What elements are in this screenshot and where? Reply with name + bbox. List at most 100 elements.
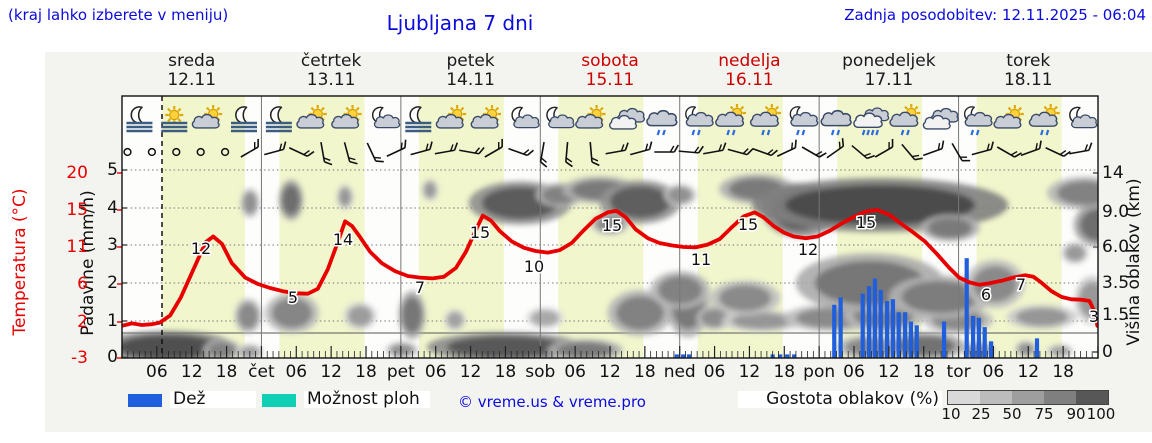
precip-tick: 5 bbox=[107, 160, 118, 180]
hour-label: 12 bbox=[459, 362, 482, 382]
day-date: 17.11 bbox=[864, 70, 914, 90]
dayabbrev-label: sob bbox=[525, 362, 556, 382]
hour-label: 18 bbox=[912, 362, 935, 382]
cloud-density-scale bbox=[947, 390, 1109, 405]
day-name: sobota bbox=[581, 51, 639, 71]
wind-barb-icon bbox=[971, 141, 994, 156]
wind-barb-icon bbox=[1045, 147, 1071, 157]
temp-tick: 15 bbox=[66, 200, 88, 220]
sun-fog-icon bbox=[161, 106, 188, 133]
svg-text:3: 3 bbox=[1089, 307, 1099, 326]
cloud-layer bbox=[122, 174, 1098, 358]
wind-barb-icon bbox=[630, 141, 653, 156]
precip-tick: 1 bbox=[107, 311, 118, 331]
menu-hint: (kraj lahko izberete v meniju) bbox=[8, 6, 229, 24]
cloud-rain-icon bbox=[820, 109, 852, 136]
wind-barb-icon bbox=[901, 143, 923, 161]
cloud-density-scale-tick: 25 bbox=[971, 405, 991, 423]
wind-barb-icon bbox=[539, 142, 548, 168]
day-name: četrtek bbox=[300, 51, 362, 71]
precip-tick: 3 bbox=[107, 235, 118, 255]
wind-barb-icon bbox=[320, 142, 333, 166]
day-header: sobota 15.11 bbox=[540, 52, 680, 90]
day-date: 18.11 bbox=[1003, 70, 1053, 90]
last-update: Zadnja posodobitev: 12.11.2025 - 06:04 bbox=[844, 6, 1146, 24]
day-date: 12.11 bbox=[167, 70, 217, 90]
cloud-rain-icon bbox=[646, 109, 678, 136]
cloud-density-scale-step bbox=[948, 391, 980, 404]
hour-label: 06 bbox=[703, 362, 726, 382]
wind-barb-icon bbox=[434, 142, 459, 155]
wind-barb-icon bbox=[386, 139, 407, 157]
svg-text:6: 6 bbox=[981, 285, 991, 304]
sun-cloud-icon bbox=[575, 105, 606, 129]
weather-icons bbox=[126, 104, 1098, 136]
sun-cloud-icon bbox=[331, 105, 362, 129]
wind-barb-icon bbox=[484, 138, 503, 158]
rain-legend-swatch bbox=[128, 394, 162, 407]
day-name: ponedeljek bbox=[842, 51, 936, 71]
cloud-density-scale-step bbox=[1076, 391, 1108, 404]
dayabbrev-label: ned bbox=[663, 362, 696, 382]
showers-legend-label: Možnost ploh bbox=[304, 391, 430, 408]
hour-label: 18 bbox=[355, 362, 377, 382]
calm-icon bbox=[147, 147, 157, 157]
svg-text:14: 14 bbox=[333, 230, 353, 249]
day-name: petek bbox=[446, 51, 495, 71]
day-date: 16.11 bbox=[725, 70, 774, 90]
wind-barb-icon bbox=[508, 147, 534, 157]
temp-tick: 11 bbox=[66, 237, 88, 257]
sun-cloud-icon bbox=[435, 105, 467, 129]
sun-cloud-rain-icon bbox=[749, 104, 781, 136]
rain-legend-label: Dež bbox=[170, 391, 256, 408]
day-header: nedelja 16.11 bbox=[679, 52, 819, 90]
hour-label: 18 bbox=[634, 362, 656, 382]
cloud-density-scale-step bbox=[1044, 391, 1076, 404]
hour-label: 12 bbox=[599, 362, 621, 382]
hour-label: 18 bbox=[773, 362, 796, 382]
day-header: petek 14.11 bbox=[401, 52, 541, 90]
svg-text:11: 11 bbox=[691, 250, 711, 269]
wind-barb-icon bbox=[240, 138, 259, 158]
wind-barb-icon bbox=[589, 141, 600, 167]
km-tick: 6.0 bbox=[1102, 237, 1130, 257]
wind-barb-icon bbox=[801, 146, 827, 158]
cloud-density-scale-tick: 50 bbox=[1002, 405, 1022, 423]
calm-icon bbox=[196, 147, 205, 157]
temperature-curve bbox=[122, 208, 1098, 328]
wind-barb-icon bbox=[776, 139, 797, 157]
km-tick: 1.5 bbox=[1102, 305, 1130, 325]
wind-barb-icon bbox=[996, 146, 1022, 158]
svg-text:12: 12 bbox=[798, 240, 818, 259]
clouds-icon bbox=[922, 107, 959, 130]
sun-cloud-rain-icon bbox=[715, 104, 746, 136]
km-tick: 9.0 bbox=[1102, 202, 1130, 222]
moon-cloud-rain-icon bbox=[685, 106, 714, 136]
cloud-density-scale-tick: 75 bbox=[1034, 405, 1054, 423]
rain-bars bbox=[674, 258, 1040, 358]
clouds-icon bbox=[609, 107, 646, 130]
temperature-annotations: 12 5 14 7 15 10 15 11 15 12 15 6 7 3 bbox=[189, 212, 1100, 328]
hour-label: 12 bbox=[738, 362, 761, 382]
sun-cloud-icon bbox=[470, 105, 501, 129]
day-header: ponedeljek 17.11 bbox=[819, 52, 959, 90]
moon-cloud-icon bbox=[1069, 106, 1098, 129]
svg-text:15: 15 bbox=[856, 213, 876, 232]
day-name: torek bbox=[1006, 51, 1051, 71]
svg-text:15: 15 bbox=[602, 216, 622, 235]
cloud-density-scale-tick: 90 bbox=[1066, 405, 1086, 423]
hour-label: 12 bbox=[1017, 362, 1040, 382]
cloud-density-scale-tick: 100 bbox=[1086, 405, 1116, 423]
wind-barb-icon bbox=[343, 142, 358, 165]
wind-barb-icon bbox=[565, 141, 573, 168]
cloud-density-scale-step bbox=[980, 391, 1012, 404]
copyright-link[interactable]: © vreme.us & vreme.pro bbox=[458, 393, 646, 411]
wind-barb-icon bbox=[366, 142, 384, 163]
day-date: 14.11 bbox=[446, 70, 495, 90]
hour-label: 18 bbox=[1052, 362, 1074, 382]
hour-label: 06 bbox=[843, 362, 865, 382]
day-name: sreda bbox=[168, 51, 216, 71]
dayabbrev-label: pon bbox=[803, 362, 836, 382]
